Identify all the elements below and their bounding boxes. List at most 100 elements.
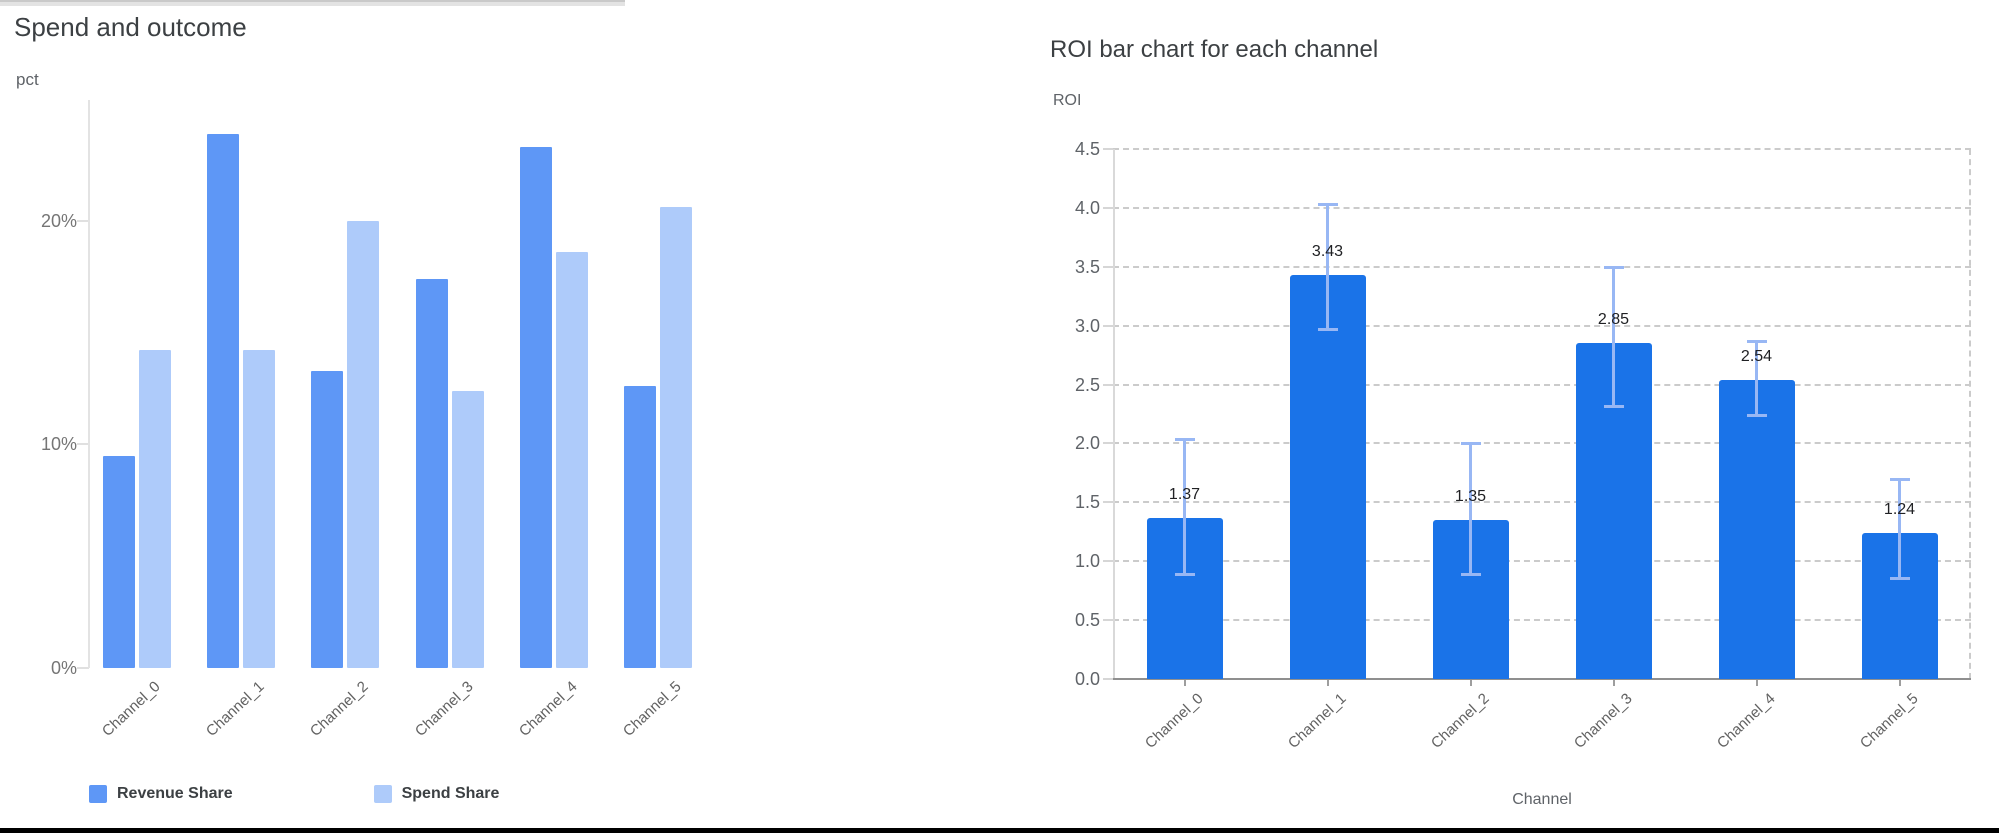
right-y-tick (1103, 265, 1113, 268)
right-y-tick-label: 0.5 (1074, 610, 1100, 631)
error-bar-cap-top (1460, 442, 1481, 446)
error-bar-cap-bottom (1174, 573, 1195, 577)
right-y-tick-label: 4.0 (1074, 197, 1100, 218)
right-y-tick (1103, 560, 1113, 563)
right-y-tick-label: 3.0 (1074, 315, 1100, 336)
error-bar-cap-bottom (1746, 414, 1767, 418)
right-gridline (1113, 442, 1971, 445)
left-chart-legend: Revenue Share Spend Share (89, 785, 499, 803)
bar-revenue-share-channel_3[interactable] (415, 279, 448, 668)
bar-value-label: 1.37 (1168, 486, 1201, 503)
right-y-tick-label: 4.5 (1074, 139, 1100, 159)
right-gridline (1113, 501, 1971, 504)
bar-spend-share-channel_5[interactable] (659, 207, 692, 668)
bar-revenue-share-channel_4[interactable] (519, 147, 552, 668)
right-x-axis-tick (1326, 680, 1329, 686)
error-bar-cap-bottom (1889, 576, 1910, 580)
error-bar-cap-top (1889, 477, 1910, 481)
error-bar-stem (1898, 478, 1901, 579)
right-chart-title: ROI bar chart for each channel (1050, 36, 1379, 63)
error-bar-stem (1469, 443, 1472, 576)
right-y-tick-label: 0.0 (1074, 669, 1100, 689)
legend-item-spend-share: Spend Share (373, 785, 500, 803)
bar-revenue-share-channel_1[interactable] (207, 134, 240, 668)
right-gridline (1113, 206, 1971, 209)
bar-value-label: 2.54 (1740, 348, 1773, 365)
right-y-tick (1103, 678, 1113, 680)
bar-spend-share-channel_3[interactable] (451, 391, 484, 668)
right-gridline (1113, 560, 1971, 563)
left-y-tick-label: 20% (40, 210, 77, 231)
bar-value-label: 2.85 (1597, 311, 1630, 328)
left-chart-y-unit-label: pct (16, 70, 39, 89)
legend-label-spend-share: Spend Share (401, 785, 500, 802)
right-gridline (1113, 324, 1971, 327)
bar-revenue-share-channel_5[interactable] (623, 386, 656, 668)
legend-label-revenue-share: Revenue Share (117, 785, 233, 802)
spend-outcome-chart-plot-area: 0% 10% 20% Channel_0 Channel_1 Channel_2 Chann… (0, 0, 999, 838)
error-bar-cap-top (1317, 203, 1338, 207)
spend-share-swatch-icon (373, 785, 392, 803)
right-y-tick (1103, 383, 1113, 386)
x-axis-label: Channel_0 (1141, 690, 1207, 752)
left-y-axis-line (88, 100, 90, 668)
right-chart-x-axis-title: Channel (1512, 791, 1572, 808)
right-x-axis-tick (1612, 680, 1615, 686)
x-axis-label: Channel_5 (1856, 690, 1922, 752)
right-x-axis-tick (1755, 680, 1758, 686)
right-gridline (1113, 148, 1971, 150)
left-y-tick-label: 0% (50, 658, 77, 678)
bar-value-label: 1.24 (1883, 501, 1916, 518)
left-y-tick (77, 443, 89, 446)
right-plot-right-border (1969, 149, 1971, 679)
left-y-tick (77, 667, 89, 669)
left-gridline (0, 0, 625, 2)
right-gridline (1113, 383, 1971, 386)
right-y-tick-label: 1.0 (1074, 551, 1100, 572)
right-y-tick (1103, 442, 1113, 445)
bar-spend-share-channel_1[interactable] (243, 350, 276, 668)
error-bar-cap-top (1603, 265, 1624, 269)
x-axis-label: Channel_1 (1284, 690, 1350, 752)
right-gridline (1113, 265, 1971, 268)
right-y-tick-label: 2.0 (1074, 433, 1100, 454)
bar-revenue-share-channel_2[interactable] (311, 371, 344, 668)
bottom-border-rule (0, 828, 1999, 833)
bar-revenue-share-channel_0[interactable] (103, 456, 135, 668)
right-x-axis-tick (1469, 680, 1472, 686)
error-bar-cap-bottom (1317, 328, 1338, 332)
error-bar-cap-top (1174, 437, 1195, 441)
left-y-tick (77, 219, 89, 222)
x-axis-label: Channel_4 (1713, 690, 1779, 752)
bar-spend-share-channel_2[interactable] (347, 221, 380, 668)
bar-spend-share-channel_4[interactable] (555, 252, 588, 668)
error-bar-stem (1755, 340, 1758, 417)
right-x-axis-tick (1898, 680, 1901, 686)
left-chart-title: Spend and outcome (14, 12, 247, 42)
right-y-tick-label: 2.5 (1074, 374, 1100, 395)
error-bar-cap-bottom (1603, 404, 1624, 408)
roi-bar-channel_1[interactable] (1289, 275, 1366, 679)
legend-item-revenue-share: Revenue Share (89, 785, 233, 803)
error-bar-cap-bottom (1460, 573, 1481, 577)
right-y-tick (1103, 324, 1113, 327)
error-bar-cap-top (1746, 339, 1767, 343)
error-bar-stem (1183, 438, 1186, 576)
revenue-share-swatch-icon (89, 785, 107, 803)
bar-value-label: 3.43 (1311, 243, 1344, 260)
left-gridline (0, 4, 625, 6)
bar-value-label: 1.35 (1454, 488, 1487, 505)
right-y-tick (1103, 206, 1113, 209)
left-gridline (0, 2, 625, 4)
right-chart-y-axis-label: ROI (1053, 92, 1082, 109)
right-y-tick (1103, 501, 1113, 504)
error-bar-stem (1326, 204, 1329, 331)
right-y-tick (1103, 619, 1113, 622)
right-y-tick-label: 1.5 (1074, 492, 1100, 513)
right-gridline (1113, 619, 1971, 622)
left-y-tick-label: 10% (40, 434, 77, 455)
roi-bar-channel_4[interactable] (1718, 380, 1795, 679)
bar-spend-share-channel_0[interactable] (139, 350, 171, 668)
right-y-tick-label: 3.5 (1074, 256, 1100, 277)
